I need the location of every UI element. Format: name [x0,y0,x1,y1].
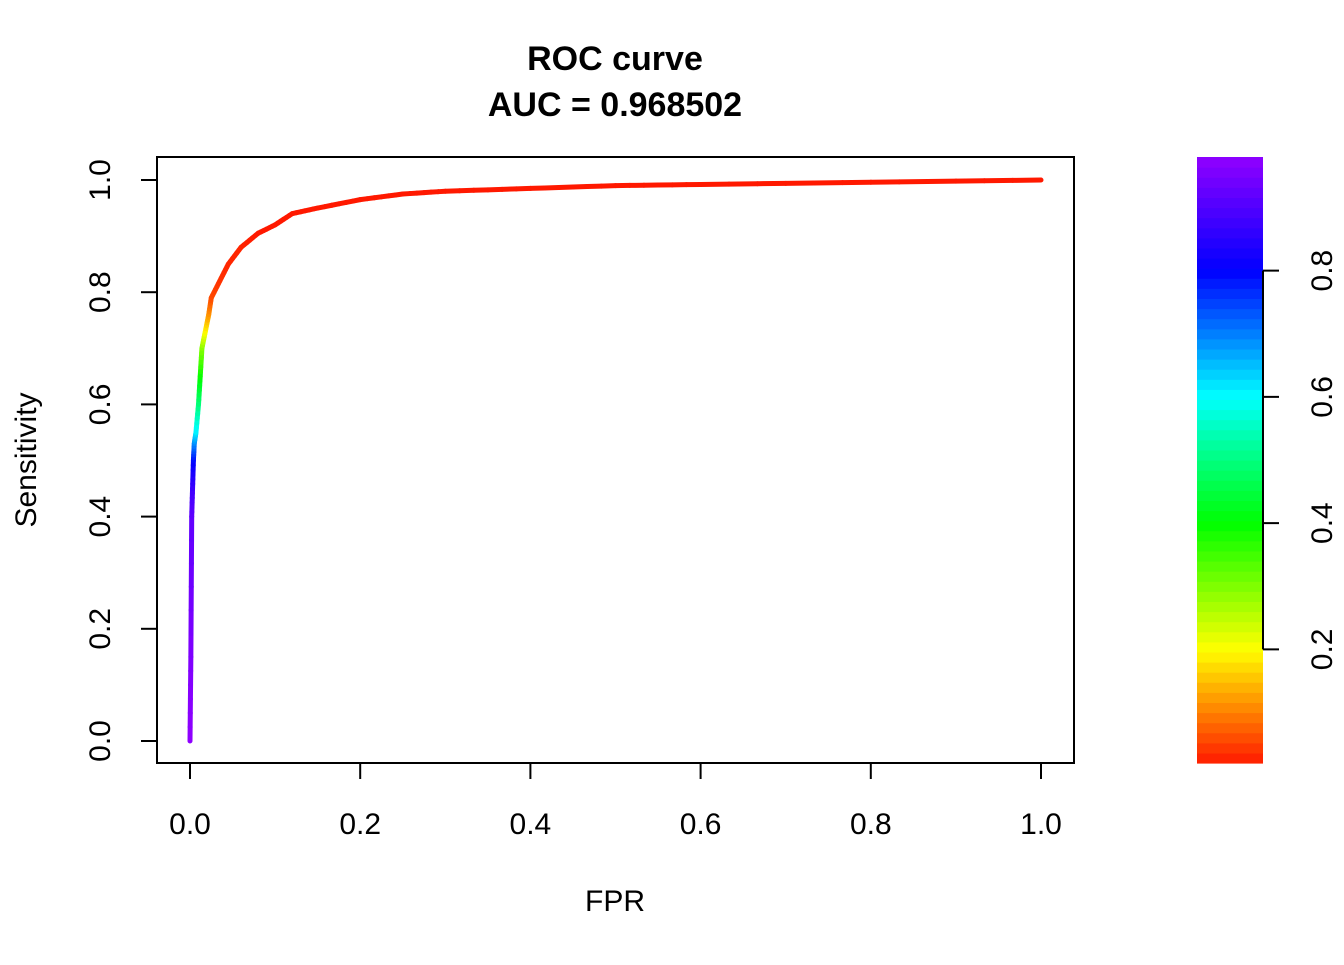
colorbar-strip [1197,349,1263,360]
colorbar-strip [1197,420,1263,431]
x-tick-label: 1.0 [1020,808,1062,841]
colorbar-strip [1197,399,1263,410]
x-tick-label: 0.2 [339,808,381,841]
colorbar-strip [1197,369,1263,380]
colorbar-strip [1197,571,1263,582]
colorbar-strip [1197,642,1263,653]
colorbar-strip [1197,177,1263,188]
colorbar-strip [1197,228,1263,239]
colorbar-strip [1197,692,1263,703]
colorbar-strip [1197,238,1263,249]
colorbar-strip [1197,531,1263,542]
x-tick-label: 0.8 [850,808,892,841]
colorbar-strip [1197,379,1263,390]
x-axis-label: FPR [585,885,645,918]
colorbar-strip [1197,480,1263,491]
colorbar-strip [1197,753,1263,764]
colorbar-strip [1197,440,1263,451]
y-axis: 0.0 0.2 0.4 0.6 0.8 1.0 [84,159,157,762]
colorbar-strip [1197,319,1263,330]
x-axis: 0.0 0.2 0.4 0.6 0.8 1.0 [169,763,1062,841]
colorbar-tick-label: 0.2 [1306,629,1339,671]
colorbar-strip [1197,713,1263,724]
x-tick-label: 0.6 [680,808,722,841]
colorbar-strip [1197,652,1263,663]
x-tick-label: 0.4 [510,808,552,841]
colorbar-tick-label: 0.8 [1306,250,1339,292]
colorbar-strip [1197,511,1263,522]
chart-subtitle: AUC = 0.968502 [488,86,742,124]
colorbar-strip [1197,733,1263,744]
colorbar-tick-label: 0.6 [1306,376,1339,418]
colorbar-strip [1197,309,1263,320]
roc-curve-line [190,180,1041,741]
colorbar-strip [1197,359,1263,370]
colorbar-strip [1197,470,1263,481]
colorbar-strip [1197,339,1263,350]
colorbar-strip [1197,622,1263,633]
colorbar-strip [1197,500,1263,511]
colorbar-axis: 0.2 0.4 0.6 0.8 [1263,250,1339,670]
y-tick-label: 0.8 [84,271,117,313]
y-tick-label: 1.0 [84,159,117,201]
colorbar-strip [1197,743,1263,754]
colorbar-strip [1197,601,1263,612]
colorbar-strip [1197,581,1263,592]
colorbar-strip [1197,258,1263,269]
chart-title: ROC curve [527,40,703,78]
colorbar-strip [1197,410,1263,421]
plot-frame [157,157,1074,763]
colorbar-strip [1197,682,1263,693]
colorbar-strip [1197,218,1263,229]
colorbar-strip [1197,450,1263,461]
colorbar-tick-label: 0.4 [1306,502,1339,544]
colorbar-strip [1197,521,1263,532]
colorbar-strip [1197,389,1263,400]
colorbar-strip [1197,208,1263,219]
colorbar [1197,157,1263,764]
y-tick-label: 0.4 [84,496,117,538]
y-tick-label: 0.0 [84,720,117,762]
colorbar-strip [1197,187,1263,198]
colorbar-strip [1197,278,1263,289]
colorbar-strip [1197,248,1263,259]
y-axis-label: Sensitivity [10,392,43,527]
x-tick-label: 0.0 [169,808,211,841]
colorbar-strip [1197,551,1263,562]
colorbar-strip [1197,672,1263,683]
colorbar-strip [1197,541,1263,552]
colorbar-strip [1197,167,1263,178]
colorbar-strip [1197,157,1263,168]
colorbar-strip [1197,612,1263,623]
colorbar-strip [1197,490,1263,501]
colorbar-strip [1197,702,1263,713]
y-tick-label: 0.6 [84,384,117,426]
colorbar-strip [1197,197,1263,208]
colorbar-strip [1197,298,1263,309]
y-tick-label: 0.2 [84,608,117,650]
colorbar-strip [1197,591,1263,602]
colorbar-strip [1197,460,1263,471]
colorbar-strip [1197,430,1263,441]
colorbar-strip [1197,268,1263,279]
colorbar-strip [1197,723,1263,734]
colorbar-strip [1197,329,1263,340]
colorbar-strip [1197,662,1263,673]
colorbar-strip [1197,288,1263,299]
colorbar-strip [1197,561,1263,572]
colorbar-strip [1197,632,1263,643]
